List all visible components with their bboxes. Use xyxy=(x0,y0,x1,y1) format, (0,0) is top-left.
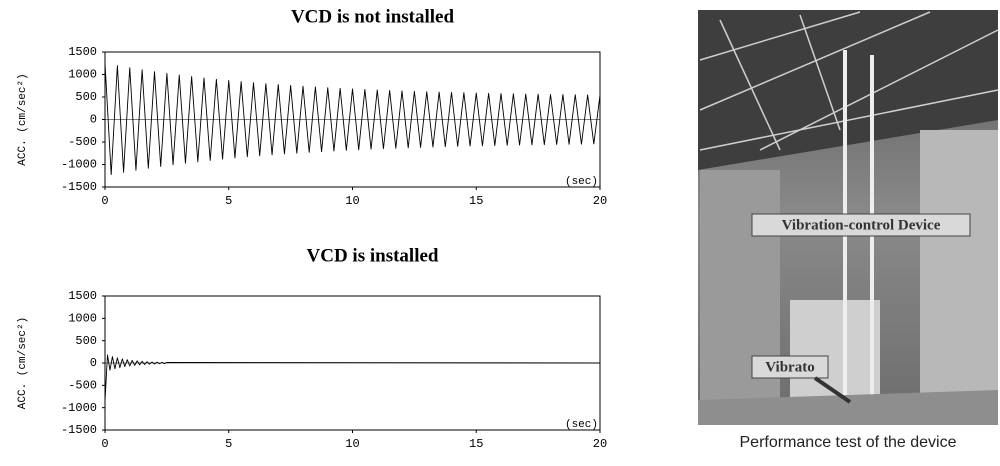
chart-title: VCD is not installed xyxy=(291,6,455,27)
photo-label: Vibration-control Device xyxy=(782,217,941,233)
x-tick-label: 10 xyxy=(345,194,359,208)
y-tick-label: 500 xyxy=(75,334,97,348)
equipment xyxy=(790,300,880,400)
x-tick-label: 20 xyxy=(593,437,607,451)
y-tick-label: 500 xyxy=(75,90,97,104)
y-tick-label: -1000 xyxy=(61,158,97,172)
y-tick-label: -1000 xyxy=(61,401,97,415)
x-tick-label: 10 xyxy=(345,437,359,451)
signal-line xyxy=(104,354,601,401)
chart: VCD is installed -1500 -1000 -500 0 500 1000 15… xyxy=(17,245,607,451)
y-tick-label: -1500 xyxy=(61,423,97,437)
chart: VCD is not installed -1500 -1000 -500 0 500 10… xyxy=(17,6,607,208)
chart-title: VCD is installed xyxy=(307,245,439,266)
y-tick-label: 1000 xyxy=(68,68,97,82)
y-tick-label: 1500 xyxy=(68,289,97,303)
x-tick-label: 0 xyxy=(101,437,108,451)
x-axis-label: (sec) xyxy=(565,176,598,188)
y-tick-label: 0 xyxy=(90,113,97,127)
x-tick-label: 20 xyxy=(593,194,607,208)
y-tick-label: -500 xyxy=(68,135,97,149)
y-tick-label: 0 xyxy=(90,356,97,370)
y-axis-label: ACC. (cm/sec²) xyxy=(17,317,29,409)
x-tick-label: 15 xyxy=(469,194,483,208)
y-tick-label: 1500 xyxy=(68,45,97,59)
y-tick-label: 1000 xyxy=(68,312,97,326)
x-tick-label: 15 xyxy=(469,437,483,451)
floor xyxy=(698,390,998,425)
y-tick-label: -1500 xyxy=(61,180,97,194)
x-axis-label: (sec) xyxy=(565,419,598,431)
y-tick-label: -500 xyxy=(68,379,97,393)
photo-caption: Performance test of the device xyxy=(740,434,957,451)
x-tick-label: 0 xyxy=(101,194,108,208)
roof-trusses xyxy=(699,11,999,151)
label-box xyxy=(751,355,829,379)
signal-line xyxy=(104,63,601,176)
wall xyxy=(920,130,998,400)
y-axis-label: ACC. (cm/sec²) xyxy=(17,73,29,165)
photo: Vibration-control Device Vibrato Perform… xyxy=(698,10,999,451)
photo-label: Vibrato xyxy=(765,359,814,375)
x-tick-label: 5 xyxy=(225,437,232,451)
arrow xyxy=(813,376,852,404)
x-tick-label: 5 xyxy=(225,194,232,208)
label-box xyxy=(751,213,971,237)
